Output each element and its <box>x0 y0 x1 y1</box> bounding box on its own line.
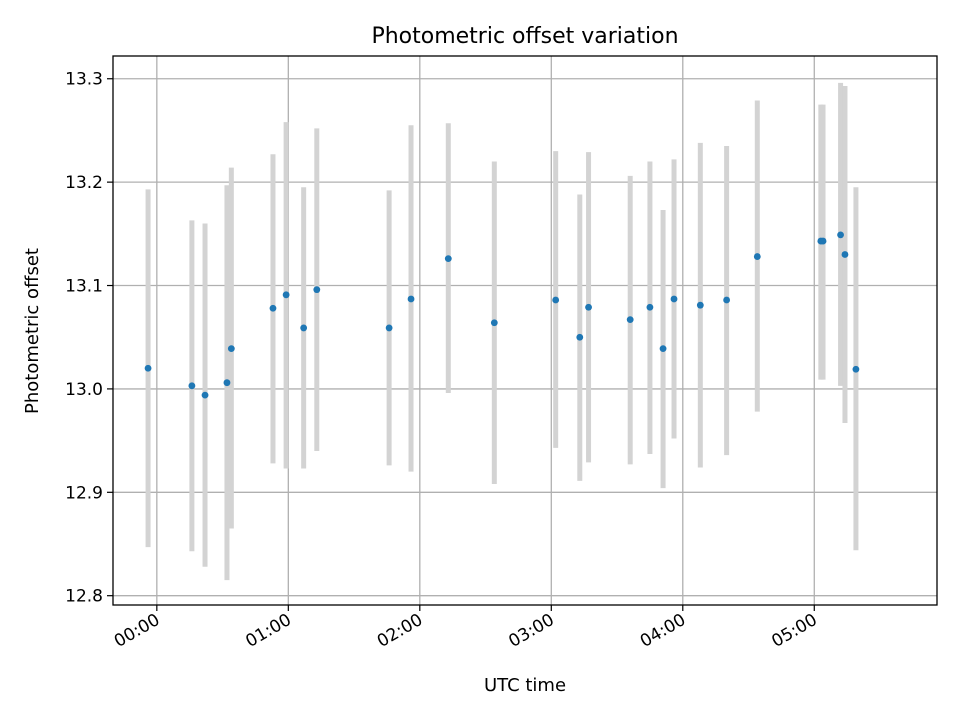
x-tick-label: 00:00 <box>111 610 163 652</box>
data-point <box>819 237 827 245</box>
data-point <box>144 364 152 372</box>
data-point <box>852 365 860 373</box>
data-point <box>626 316 634 324</box>
data-point <box>841 251 849 258</box>
data-point <box>282 291 290 299</box>
data-point <box>223 379 231 387</box>
x-tick-label: 04:00 <box>637 610 689 652</box>
data-point <box>670 295 678 303</box>
data-point <box>723 296 731 304</box>
data-point <box>201 391 209 399</box>
x-tick-label: 01:00 <box>242 610 294 652</box>
x-tick-label: 02:00 <box>374 610 426 652</box>
grid <box>113 56 937 605</box>
data-point <box>227 345 235 352</box>
data-point <box>753 253 761 260</box>
data-point <box>313 286 321 294</box>
y-axis-label: Photometric offset <box>22 248 43 414</box>
x-axis-ticks: 00:00 01:00 02:00 03:00 04:00 05:00 <box>111 605 821 652</box>
x-axis-label: UTC time <box>484 675 566 696</box>
y-tick-label: 13.3 <box>65 70 103 90</box>
data-point <box>269 304 277 312</box>
data-point <box>490 319 498 327</box>
data-points <box>144 231 860 399</box>
plot-frame <box>112 55 938 606</box>
data-point <box>444 255 452 263</box>
y-tick-label: 13.2 <box>65 173 103 193</box>
y-axis-ticks: 12.8 12.9 13.0 13.1 13.2 13.3 <box>65 70 113 607</box>
y-tick-label: 13.0 <box>65 380 103 400</box>
data-point <box>385 324 393 332</box>
data-point <box>576 333 584 341</box>
y-tick-label: 12.8 <box>65 587 103 607</box>
data-point <box>696 301 704 309</box>
data-point <box>300 324 308 332</box>
data-point <box>585 303 592 311</box>
x-tick-label: 03:00 <box>505 610 557 652</box>
data-point <box>407 295 415 303</box>
data-point <box>659 345 667 352</box>
y-tick-label: 12.9 <box>65 483 103 503</box>
data-point <box>188 382 196 390</box>
data-point <box>552 296 560 304</box>
error-bars <box>145 82 859 581</box>
x-tick-label: 05:00 <box>768 610 820 652</box>
data-point <box>646 303 654 311</box>
y-tick-label: 13.1 <box>65 277 103 297</box>
data-point <box>837 231 844 239</box>
chart-title: Photometric offset variation <box>371 24 678 49</box>
